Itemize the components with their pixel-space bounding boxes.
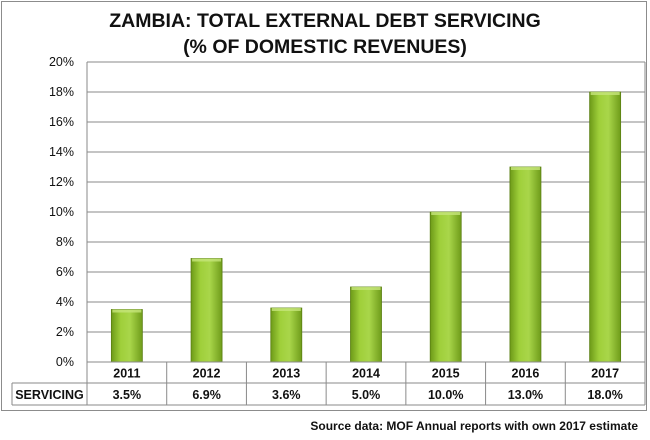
bar — [110, 309, 143, 363]
bar — [429, 211, 462, 363]
y-tick-label: 18% — [48, 85, 74, 99]
y-tick-label: 10% — [48, 205, 74, 219]
y-tick-label: 12% — [48, 175, 74, 189]
y-tick-label: 6% — [55, 265, 74, 279]
bar — [509, 166, 542, 363]
x-category-label: 2013 — [272, 367, 300, 381]
bar — [589, 91, 622, 363]
y-tick-label: 8% — [55, 235, 74, 249]
x-category-label: 2017 — [591, 367, 619, 381]
x-category-label: 2015 — [432, 367, 460, 381]
x-category-label: 2014 — [352, 367, 380, 381]
bar — [350, 286, 382, 363]
table-value: 18.0% — [587, 388, 622, 402]
bar — [190, 258, 223, 363]
y-tick-label: 2% — [55, 325, 74, 339]
x-category-label: 2016 — [512, 367, 540, 381]
chart-title-line-2: (% OF DOMESTIC REVENUES) — [183, 36, 467, 58]
table-value: 10.0% — [428, 388, 463, 402]
x-category-label: 2011 — [113, 367, 140, 381]
y-tick-label: 4% — [55, 295, 74, 309]
bar-top-highlight — [112, 309, 142, 313]
table-value: 3.6% — [272, 388, 301, 402]
bar-top-highlight — [271, 308, 301, 311]
y-tick-label: 20% — [48, 55, 74, 69]
table-row-label: SERVICING — [15, 388, 84, 402]
bar — [270, 307, 303, 363]
table-value: 3.5% — [113, 388, 142, 402]
bars — [110, 91, 622, 363]
y-tick-label: 16% — [48, 115, 74, 129]
y-tick-label: 14% — [48, 145, 74, 159]
x-category-label: 2012 — [193, 367, 221, 381]
data-table: 2011 3.5% 2012 6.9% 2013 3.6% 2014 5.0% 2015 10.0… — [11, 361, 646, 406]
table-value: 5.0% — [352, 388, 381, 402]
bar-top-highlight — [510, 167, 540, 170]
bar-top-highlight — [431, 212, 461, 215]
chart-title: ZAMBIA: TOTAL EXTERNAL DEBT SERVICING (%… — [0, 8, 650, 60]
table-value: 13.0% — [508, 388, 543, 402]
bar-top-highlight — [192, 258, 222, 262]
bar-top-highlight — [351, 287, 381, 290]
y-tick-label: 0% — [55, 355, 74, 369]
source-note: Source data: MOF Annual reports with own… — [310, 419, 638, 433]
bar-top-highlight — [590, 92, 620, 95]
chart-title-line-1: ZAMBIA: TOTAL EXTERNAL DEBT SERVICING — [109, 10, 541, 32]
table-value: 6.9% — [192, 388, 221, 402]
